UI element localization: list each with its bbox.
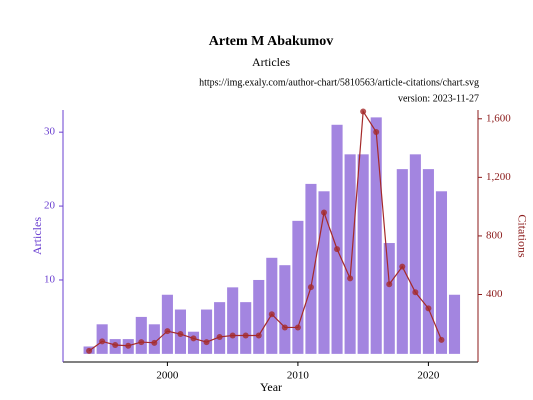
citation-point xyxy=(86,347,93,354)
bar xyxy=(279,265,291,354)
bar xyxy=(201,309,213,354)
bar xyxy=(187,331,200,354)
y-tick-label: 20 xyxy=(44,200,56,212)
x-tick-label: 2000 xyxy=(156,370,179,382)
bar xyxy=(370,117,382,354)
citation-point xyxy=(281,324,288,331)
citation-point xyxy=(386,281,393,288)
bar xyxy=(357,154,369,354)
x-tick-label: 2020 xyxy=(417,370,440,382)
citation-point xyxy=(216,333,223,340)
bar xyxy=(396,169,408,354)
y-tick-label: 10 xyxy=(44,274,56,286)
bar xyxy=(344,154,356,354)
citation-point xyxy=(99,338,106,345)
bar xyxy=(331,124,343,354)
chart-title: Artem M Abakumov xyxy=(209,34,333,49)
citation-line xyxy=(88,109,443,352)
citation-point xyxy=(412,289,419,296)
source: https://img.exaly.com/author-chart/58105… xyxy=(199,77,479,88)
bar xyxy=(148,324,160,354)
y-axis-label: Articles xyxy=(30,217,44,255)
citation-point xyxy=(229,332,236,339)
bar xyxy=(383,243,395,354)
bar xyxy=(135,316,147,354)
bar xyxy=(409,154,421,354)
bar xyxy=(253,279,265,354)
bar xyxy=(266,257,278,354)
citation-point xyxy=(268,311,275,318)
version: version: 2023-11-27 xyxy=(398,93,479,104)
bar xyxy=(240,302,252,354)
citation-point xyxy=(425,305,432,312)
citation-point xyxy=(203,339,210,346)
citation-point xyxy=(307,284,314,291)
citation-point xyxy=(125,342,132,349)
citation-point xyxy=(112,342,119,349)
citation-point xyxy=(138,339,145,346)
bar xyxy=(292,220,304,354)
citation-point xyxy=(334,246,341,253)
bar xyxy=(422,169,434,354)
citation-point xyxy=(151,339,158,346)
citation-point xyxy=(255,332,262,339)
y2-axis-label: Citations xyxy=(515,214,529,258)
y2-tick-label: 800 xyxy=(486,229,503,241)
citation-point xyxy=(164,328,171,335)
bar xyxy=(227,287,239,354)
citation-point xyxy=(438,336,445,343)
citation-point xyxy=(321,209,328,216)
bar xyxy=(161,294,173,354)
x-tick-label: 2010 xyxy=(287,370,310,382)
citation-point xyxy=(399,263,406,270)
bar xyxy=(214,302,226,354)
y-tick-label: 30 xyxy=(44,126,56,138)
chart-subtitle: Articles xyxy=(252,55,290,69)
citation-point xyxy=(190,335,197,342)
citation-point xyxy=(177,331,184,338)
citation-point xyxy=(360,108,367,115)
citation-point xyxy=(242,332,249,339)
citation-point xyxy=(373,128,380,135)
citation-point xyxy=(294,324,301,331)
bar xyxy=(448,294,461,354)
bar xyxy=(305,183,317,354)
y2-tick-label: 1,200 xyxy=(486,171,511,183)
x-axis-label: Year xyxy=(260,380,282,394)
citation-point xyxy=(347,275,354,282)
y2-tick-label: 400 xyxy=(486,288,503,300)
bar xyxy=(318,191,330,354)
bar xyxy=(435,191,448,354)
y2-tick-label: 1,600 xyxy=(486,112,511,124)
